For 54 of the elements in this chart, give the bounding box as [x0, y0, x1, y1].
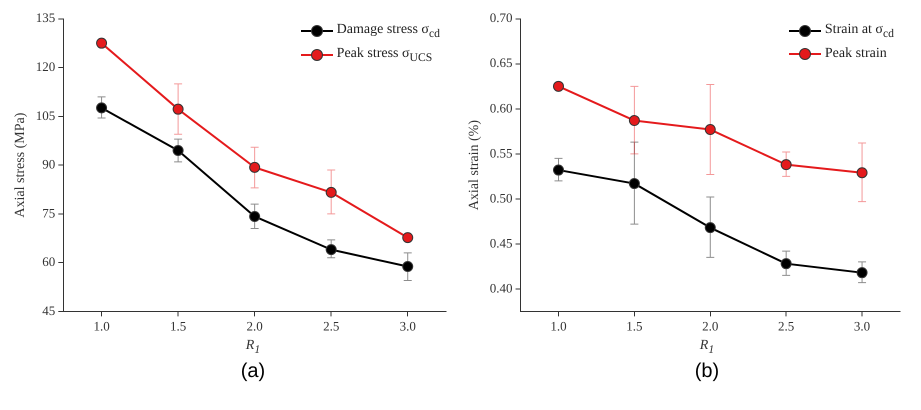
point: [249, 162, 260, 173]
y-tick-label: 45: [42, 302, 56, 318]
point: [249, 210, 260, 222]
y-tick-label: 0.40: [490, 280, 513, 296]
point: [326, 186, 337, 198]
point: [780, 258, 792, 270]
y-axis-title: Axial strain (%): [467, 120, 482, 210]
point: [172, 144, 184, 156]
y-tick-label: 0.65: [490, 55, 513, 70]
y-tick-label: 0.70: [490, 10, 513, 26]
y-tick-label: 120: [36, 58, 56, 74]
x-axis-title: R$_{1}$: [698, 338, 716, 356]
legend-label: Strain at σ$_{cd}$: [824, 22, 894, 40]
y-tick-label: 135: [36, 10, 56, 26]
y-tick-label: 105: [36, 108, 56, 123]
point: [856, 267, 868, 278]
point: [96, 38, 108, 49]
y-tick-label: 60: [42, 254, 56, 270]
point: [856, 167, 868, 178]
legend-label: Peak strain: [824, 46, 887, 62]
point: [628, 178, 640, 190]
x-tick-label: 2.5: [778, 318, 794, 334]
x-tick-label: 1.5: [626, 318, 643, 334]
y-tick-label: 0.55: [490, 145, 513, 160]
text: (b): [694, 360, 720, 383]
point: [402, 232, 414, 244]
y-tick-label: 90: [42, 156, 56, 172]
x-tick-label: 2.5: [323, 318, 340, 334]
point: [704, 222, 716, 234]
y-axis-title: Axial stress (MPa): [13, 112, 28, 218]
point: [628, 115, 640, 126]
legend-label: Peak stress σ$_{UCS}$: [336, 46, 432, 64]
y-tick-label: 75: [42, 205, 56, 220]
point: [552, 80, 564, 92]
x-tick-label: 3.0: [854, 318, 870, 334]
point: [326, 244, 337, 256]
point: [172, 104, 184, 115]
x-tick-label: 1.5: [170, 318, 186, 334]
x-axis-title: R$_{1}$: [244, 338, 262, 356]
x-tick-label: 1.0: [93, 318, 110, 334]
y-tick-label: 0.60: [490, 100, 513, 116]
point: [402, 261, 414, 272]
legend-label: Damage stress σ$_{cd}$: [336, 22, 440, 40]
x-tick-label: 3.0: [400, 318, 416, 334]
point: [552, 164, 564, 176]
x-tick-label: 1.0: [550, 318, 567, 334]
point: [780, 159, 792, 170]
text: (a): [240, 360, 266, 383]
x-tick-label: 2.0: [702, 318, 718, 334]
x-tick-label: 2.0: [246, 318, 263, 334]
y-tick-label: 0.45: [490, 235, 513, 250]
y-tick-label: 0.50: [490, 190, 513, 206]
point: [704, 124, 716, 136]
point: [96, 102, 108, 114]
